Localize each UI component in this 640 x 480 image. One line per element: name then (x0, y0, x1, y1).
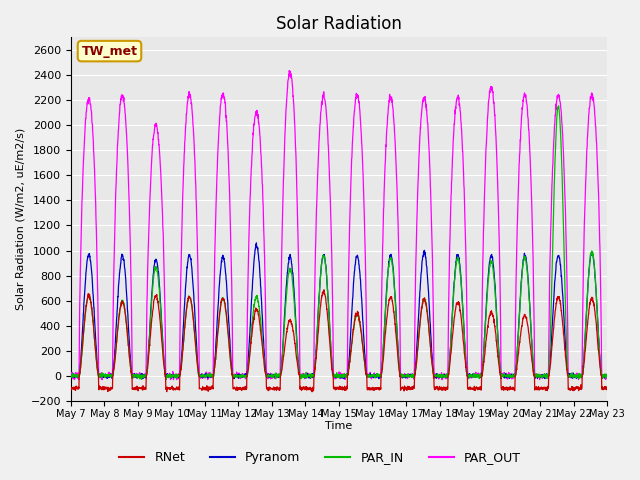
X-axis label: Time: Time (325, 421, 353, 432)
Pyranom (531, 372, 539, 378)
PAR_IN (596, 356, 604, 361)
PAR_OUT (501, 373, 509, 379)
RNet (308, 389, 316, 395)
Pyranom (372, 372, 380, 378)
PAR_IN (237, 372, 244, 378)
PAR_OUT (596, 244, 604, 250)
RNet (236, 384, 244, 390)
RNet (372, 385, 380, 391)
Line: RNet: RNet (71, 290, 607, 392)
RNet (604, 386, 611, 392)
PAR_IN (500, 371, 508, 377)
RNet (531, 387, 539, 393)
PAR_OUT (531, 373, 539, 379)
RNet (501, 385, 509, 391)
RNet (67, 384, 75, 390)
PAR_IN (604, 375, 611, 381)
PAR_IN (67, 374, 75, 380)
Line: PAR_IN: PAR_IN (71, 106, 607, 379)
Pyranom (237, 374, 244, 380)
PAR_OUT (372, 375, 380, 381)
PAR_OUT (604, 373, 611, 379)
Text: TW_met: TW_met (81, 45, 138, 58)
Pyranom (501, 372, 509, 378)
RNet (596, 361, 604, 367)
Title: Solar Radiation: Solar Radiation (276, 15, 402, 33)
PAR_OUT (285, 68, 293, 73)
PAR_IN (531, 374, 538, 380)
PAR_OUT (121, 104, 129, 110)
Y-axis label: Solar Radiation (W/m2, uE/m2/s): Solar Radiation (W/m2, uE/m2/s) (15, 128, 25, 310)
Pyranom (596, 356, 604, 362)
PAR_OUT (75, 377, 83, 383)
PAR_IN (371, 375, 379, 381)
RNet (320, 287, 328, 293)
PAR_IN (555, 103, 563, 109)
Pyranom (604, 372, 611, 378)
PAR_OUT (67, 372, 75, 378)
Legend: RNet, Pyranom, PAR_IN, PAR_OUT: RNet, Pyranom, PAR_IN, PAR_OUT (115, 446, 525, 469)
Pyranom (120, 262, 128, 267)
PAR_IN (162, 376, 170, 382)
PAR_IN (120, 301, 128, 307)
Pyranom (253, 240, 260, 246)
RNet (120, 306, 128, 312)
Line: PAR_OUT: PAR_OUT (71, 71, 607, 380)
PAR_OUT (237, 374, 244, 380)
Line: Pyranom: Pyranom (71, 243, 607, 379)
Pyranom (136, 376, 144, 382)
Pyranom (67, 372, 75, 378)
